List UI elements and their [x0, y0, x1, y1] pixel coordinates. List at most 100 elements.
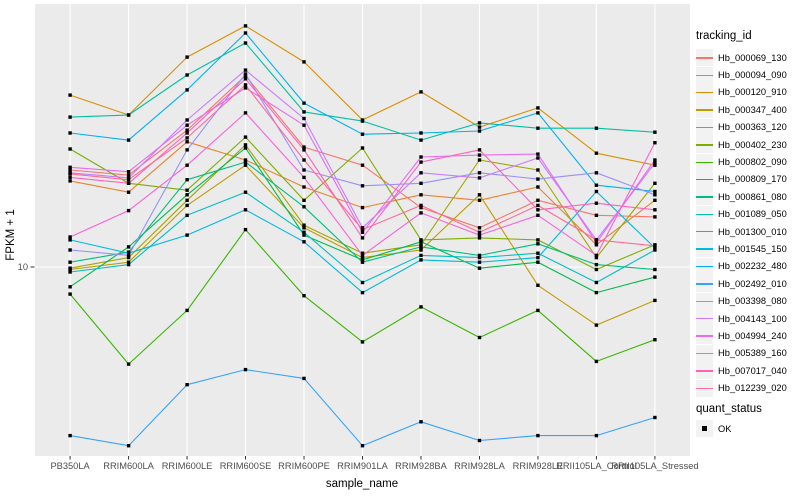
data-point	[477, 171, 482, 175]
data-point	[126, 178, 131, 182]
data-point	[243, 143, 248, 147]
data-point	[302, 294, 306, 298]
legend-key-swatch	[696, 136, 713, 154]
data-point	[243, 111, 248, 115]
data-point	[594, 280, 599, 285]
legend-key-swatch	[696, 420, 713, 437]
legend-key-label: Hb_000802_090	[718, 157, 787, 168]
data-point	[126, 208, 131, 213]
data-point	[419, 160, 423, 164]
data-point	[653, 193, 657, 197]
data-point	[536, 152, 540, 156]
legend-key-swatch	[696, 188, 713, 206]
data-point	[536, 260, 540, 264]
data-point	[68, 175, 72, 180]
data-point	[360, 226, 365, 230]
legend-key-label: Hb_000809_170	[718, 174, 787, 185]
legend-line-icon	[696, 196, 713, 198]
data-point	[536, 242, 540, 246]
legend-key-swatch	[696, 118, 713, 136]
data-point	[419, 171, 423, 175]
data-point	[536, 238, 540, 242]
legend-line-icon	[696, 126, 713, 129]
data-point	[302, 233, 306, 237]
data-point	[243, 163, 248, 167]
legend-key: Hb_000861_080	[696, 188, 800, 206]
data-point	[302, 226, 306, 230]
legend-key: Hb_012239_020	[696, 379, 800, 397]
data-point	[477, 230, 482, 234]
legend-key-swatch	[696, 344, 713, 362]
data-point	[185, 163, 189, 167]
data-point	[185, 136, 189, 140]
data-point	[68, 172, 72, 176]
legend-key-label: Hb_000402_230	[718, 139, 787, 150]
x-tick-label: RRII105LA_Stressed	[611, 461, 698, 471]
legend-line-icon	[696, 335, 713, 337]
data-point	[302, 175, 306, 180]
legend-line-icon	[696, 231, 713, 233]
legend-key-swatch	[696, 205, 713, 223]
data-point	[477, 335, 482, 340]
data-point	[594, 255, 599, 260]
data-point	[126, 113, 131, 117]
data-point	[360, 290, 365, 295]
legend-key: Hb_000802_090	[696, 153, 800, 171]
legend-key: Hb_003398_080	[696, 292, 800, 310]
data-point	[594, 213, 599, 217]
data-point	[653, 181, 657, 185]
legend-line-icon	[696, 318, 713, 320]
data-point	[536, 208, 540, 212]
legend-key: Hb_005389_160	[696, 344, 800, 362]
data-point	[594, 201, 599, 205]
data-point	[477, 198, 482, 202]
data-point	[185, 203, 189, 208]
legend-title-quant-status: quant_status	[696, 402, 762, 415]
legend-key: Hb_002492_010	[696, 275, 800, 293]
data-point	[302, 148, 306, 152]
data-point	[594, 171, 599, 175]
legend-key: Hb_000363_120	[696, 118, 800, 136]
legend-line-icon	[696, 300, 713, 303]
data-point	[536, 185, 540, 189]
data-point	[243, 72, 248, 76]
legend: tracking_id Hb_000069_130 Hb_000094_090 Hb…	[696, 30, 800, 437]
data-point	[536, 213, 540, 217]
legend-key: Hb_004143_100	[696, 310, 800, 328]
data-point	[126, 181, 131, 185]
data-point	[536, 111, 540, 115]
legend-key-swatch	[696, 257, 713, 275]
legend-key: Hb_001089_050	[696, 205, 800, 223]
data-point	[594, 262, 599, 267]
data-point	[360, 205, 365, 210]
data-point	[653, 163, 657, 167]
legend-key: Hb_001300_010	[696, 223, 800, 241]
legend-line-icon	[696, 283, 713, 285]
legend-key-label: Hb_000347_400	[718, 104, 787, 115]
legend-key: Hb_004994_240	[696, 327, 800, 345]
data-point	[477, 125, 482, 129]
data-point	[594, 323, 599, 327]
data-point	[477, 233, 482, 237]
data-point	[360, 340, 365, 344]
legend-key-swatch	[696, 101, 713, 119]
data-point	[185, 123, 189, 127]
data-point	[302, 185, 306, 189]
data-point	[68, 179, 72, 183]
data-point	[477, 236, 482, 240]
legend-key-label: Hb_000120_910	[718, 87, 787, 98]
legend-key-swatch	[696, 170, 713, 188]
data-point	[126, 170, 131, 174]
data-point	[185, 233, 189, 237]
data-point	[302, 101, 306, 105]
data-point	[185, 131, 189, 135]
data-point	[477, 255, 482, 260]
data-point	[419, 131, 423, 135]
data-point	[536, 198, 540, 202]
data-point	[243, 24, 248, 28]
legend-line-icon	[696, 387, 713, 389]
data-point	[536, 177, 540, 181]
data-point	[594, 151, 599, 155]
